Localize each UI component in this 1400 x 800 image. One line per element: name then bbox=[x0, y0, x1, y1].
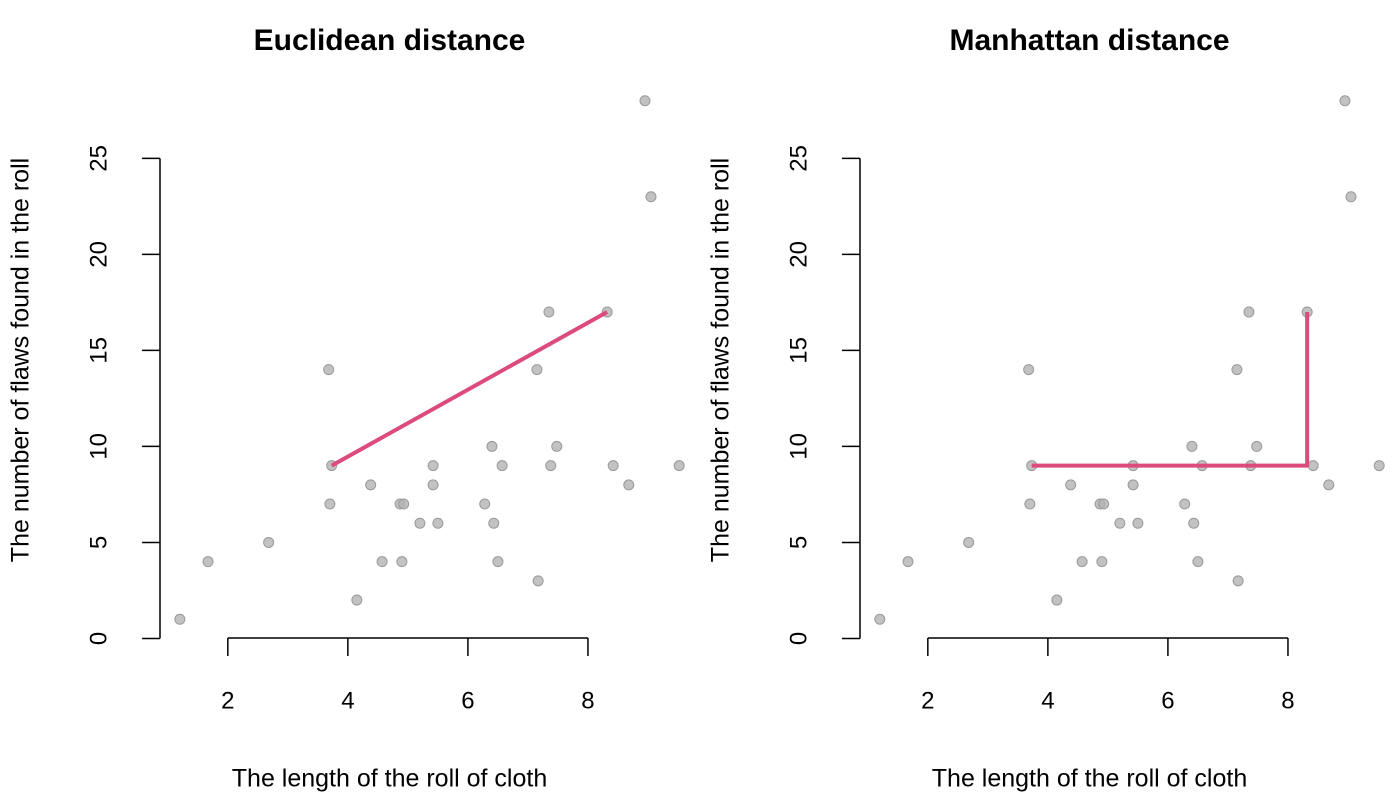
y-tick-label: 0 bbox=[85, 632, 112, 645]
distance-line bbox=[330, 310, 609, 468]
point bbox=[263, 536, 275, 548]
point bbox=[645, 191, 657, 203]
point bbox=[1024, 498, 1036, 510]
point bbox=[1051, 594, 1063, 606]
point bbox=[376, 556, 388, 568]
y-tick-label: 25 bbox=[785, 145, 812, 172]
point bbox=[427, 479, 439, 491]
y-tick-label: 0 bbox=[785, 632, 812, 645]
point bbox=[1065, 479, 1077, 491]
point bbox=[532, 575, 544, 587]
point bbox=[486, 440, 498, 452]
point bbox=[351, 594, 363, 606]
y-tick-label: 5 bbox=[785, 536, 812, 549]
point bbox=[1023, 364, 1035, 376]
point bbox=[551, 440, 563, 452]
point bbox=[1307, 460, 1319, 472]
point bbox=[1345, 191, 1357, 203]
point bbox=[1127, 479, 1139, 491]
point bbox=[427, 460, 439, 472]
point bbox=[963, 536, 975, 548]
point bbox=[1098, 498, 1110, 510]
point bbox=[902, 556, 914, 568]
point bbox=[1186, 440, 1198, 452]
x-tick-label: 8 bbox=[1281, 687, 1294, 714]
y-tick-label: 20 bbox=[85, 241, 112, 268]
point bbox=[202, 556, 214, 568]
point bbox=[324, 498, 336, 510]
point bbox=[496, 460, 508, 472]
chart-title: Manhattan distance bbox=[949, 24, 1229, 57]
point bbox=[396, 556, 408, 568]
point bbox=[607, 460, 619, 472]
x-tick-label: 6 bbox=[461, 687, 474, 714]
point bbox=[1323, 479, 1335, 491]
point bbox=[1179, 498, 1191, 510]
point bbox=[1231, 364, 1243, 376]
point bbox=[1373, 460, 1385, 472]
y-tick-label: 20 bbox=[785, 241, 812, 268]
point bbox=[414, 517, 426, 529]
x-tick-label: 4 bbox=[341, 687, 354, 714]
point bbox=[1243, 306, 1255, 318]
y-axis-label: The number of flaws found in the roll bbox=[707, 158, 735, 562]
point bbox=[1339, 95, 1351, 107]
point bbox=[488, 517, 500, 529]
x-tick-label: 8 bbox=[581, 687, 594, 714]
point bbox=[1192, 556, 1204, 568]
y-axis-label: The number of flaws found in the roll bbox=[7, 158, 35, 562]
point bbox=[623, 479, 635, 491]
point bbox=[323, 364, 335, 376]
x-axis-label: The length of the roll of cloth bbox=[932, 765, 1247, 793]
point bbox=[639, 95, 651, 107]
y-tick-label: 10 bbox=[785, 433, 812, 460]
x-tick-label: 2 bbox=[921, 687, 934, 714]
point bbox=[673, 460, 685, 472]
point bbox=[365, 479, 377, 491]
point bbox=[1188, 517, 1200, 529]
x-tick-label: 6 bbox=[1161, 687, 1174, 714]
point bbox=[543, 306, 555, 318]
point bbox=[174, 613, 186, 625]
point bbox=[1114, 517, 1126, 529]
distance-line bbox=[1031, 311, 1310, 468]
point bbox=[1076, 556, 1088, 568]
point bbox=[545, 460, 557, 472]
y-tick-label: 25 bbox=[85, 145, 112, 172]
point bbox=[531, 364, 543, 376]
y-tick-label: 5 bbox=[85, 536, 112, 549]
point bbox=[1232, 575, 1244, 587]
point bbox=[1251, 440, 1263, 452]
point bbox=[1132, 517, 1144, 529]
y-tick-label: 15 bbox=[785, 337, 812, 364]
point bbox=[874, 613, 886, 625]
x-axis-label: The length of the roll of cloth bbox=[232, 765, 547, 793]
point bbox=[1096, 556, 1108, 568]
point bbox=[492, 556, 504, 568]
point bbox=[479, 498, 491, 510]
x-tick-label: 2 bbox=[221, 687, 234, 714]
y-tick-label: 10 bbox=[85, 433, 112, 460]
point bbox=[432, 517, 444, 529]
chart-title: Euclidean distance bbox=[254, 24, 526, 57]
y-tick-label: 15 bbox=[85, 337, 112, 364]
point bbox=[398, 498, 410, 510]
x-tick-label: 4 bbox=[1041, 687, 1054, 714]
